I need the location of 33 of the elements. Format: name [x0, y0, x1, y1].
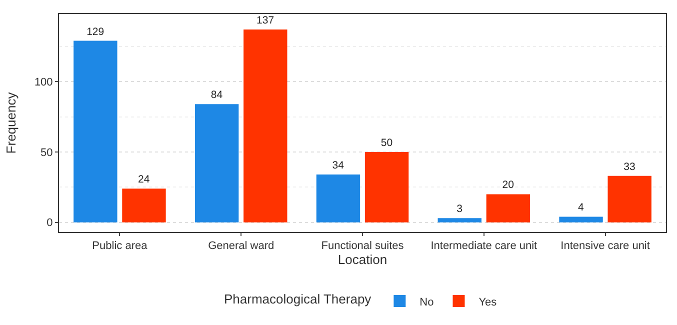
y-tick-label: 50: [40, 146, 53, 159]
data-label: 24: [138, 174, 150, 186]
y-tick-label: 0: [46, 217, 53, 230]
bar: [122, 188, 166, 222]
data-label: 34: [332, 159, 344, 172]
x-axis-title: Location: [338, 252, 388, 268]
x-tick-label: Intensive care unit: [560, 240, 650, 252]
x-tick-label: Public area: [92, 240, 148, 252]
data-label: 84: [210, 89, 223, 102]
bar: [608, 176, 652, 222]
x-tick-label: Functional suites: [321, 240, 404, 252]
x-tick-label: General ward: [208, 240, 274, 252]
data-label: 129: [86, 26, 104, 38]
data-label: 33: [624, 160, 636, 173]
bar: [559, 216, 603, 222]
x-tick-label: Intermediate care unit: [430, 240, 538, 252]
data-label: 20: [502, 179, 514, 192]
data-label: 50: [380, 136, 393, 149]
bar: [74, 40, 118, 222]
data-label: 137: [256, 14, 274, 26]
data-label: 4: [578, 202, 584, 214]
bar: [364, 152, 409, 222]
bar: [486, 194, 530, 222]
bar: [244, 29, 288, 222]
bar: [316, 174, 360, 222]
y-tick-label: 100: [34, 76, 53, 88]
legend-title: Pharmacological Therapy: [224, 291, 372, 306]
legend-label: Yes: [478, 296, 498, 308]
bar: [194, 104, 239, 222]
y-axis-title: Frequency: [3, 92, 18, 154]
data-label: 3: [456, 203, 463, 216]
bar: [438, 218, 482, 222]
legend-label: No: [420, 296, 434, 308]
